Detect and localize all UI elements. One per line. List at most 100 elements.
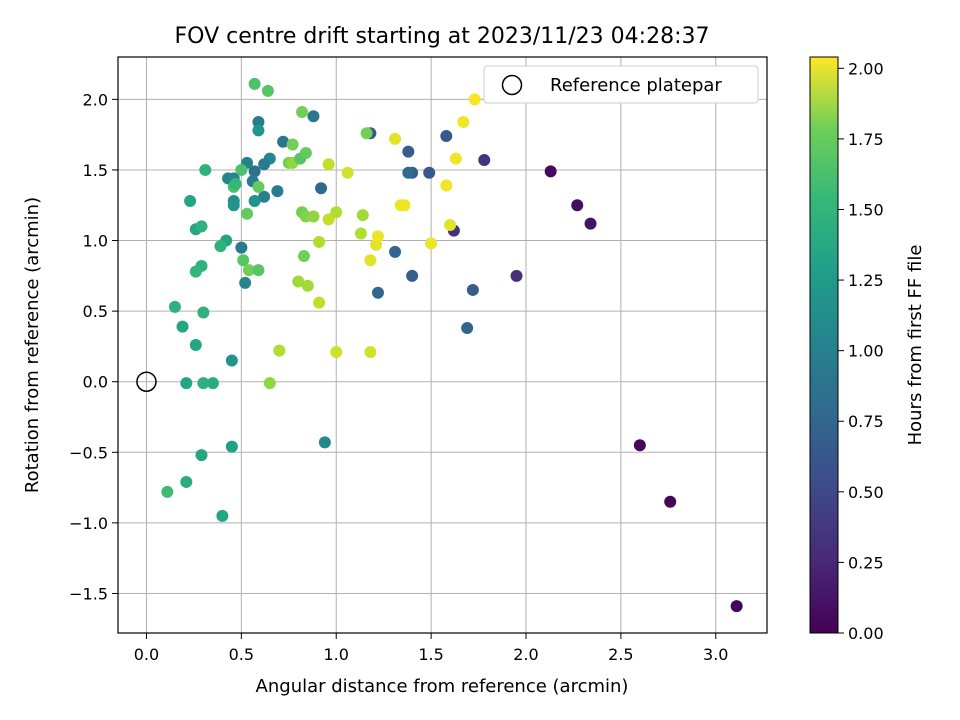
legend: Reference platepar [483,65,759,104]
x-tick-label: 1.5 [418,645,443,664]
data-point [584,217,597,230]
y-tick-label: −1.5 [69,584,108,603]
data-point [258,190,271,203]
x-tick-label: 0.0 [134,645,159,664]
data-point [180,475,193,488]
data-point [252,264,265,277]
data-point [307,110,320,123]
y-axis-ticks: −1.5 −1.0 −0.5 0.0 0.5 1.0 1.5 2.0 [69,90,118,603]
x-tick-label: 1.0 [324,645,349,664]
data-point [261,84,274,97]
data-point [307,210,320,223]
data-point [189,339,202,351]
data-point [478,154,491,167]
colorbar-bar [809,56,839,634]
data-point [263,377,276,390]
data-point [248,195,261,207]
data-point [457,115,470,128]
data-point [180,377,193,390]
legend-entry: Reference platepar [550,75,722,96]
data-point [195,220,208,233]
data-point [258,158,271,171]
y-tick-label: −1.0 [69,514,108,533]
data-point [273,344,286,357]
grid [118,57,767,633]
data-point [440,179,453,192]
data-point [449,152,462,165]
data-point [544,165,557,178]
data-point [271,185,284,198]
y-tick-label: −0.5 [69,443,108,462]
plot-frame [117,56,768,634]
data-point [292,275,305,288]
colorbar-tick-label: 0.75 [848,412,884,431]
data-point [389,132,402,145]
data-point [242,264,255,277]
data-point [184,195,197,207]
x-axis-label: Angular distance from reference (arcmin) [256,676,629,697]
data-point [161,485,174,498]
data-point [225,354,238,367]
data-point [330,206,343,219]
x-axis-ticks: 0.0 0.5 1.0 1.5 2.0 2.5 3.0 [134,633,728,664]
data-point [423,166,436,179]
data-point [341,166,354,179]
data-point [440,130,453,143]
x-tick-label: 3.0 [703,645,728,664]
colorbar-tick-label: 1.00 [848,342,884,361]
x-tick-label: 0.5 [229,645,254,664]
data-point [364,254,377,267]
colorbar-tick-label: 1.25 [848,271,884,290]
colorbar-label: Hours from first FF file [905,245,926,446]
data-point [406,269,419,282]
y-axis-label: Rotation from reference (arcmin) [22,197,43,493]
x-tick-label: 2.0 [513,645,538,664]
legend-marker-hollow-circle [501,74,523,96]
data-point [277,135,290,148]
data-point [398,199,411,212]
colorbar-ticks: 0.00 0.25 0.50 0.75 1.00 1.25 1.50 1.75 2.00 [838,59,884,643]
data-point [364,346,377,359]
data-point [330,346,343,359]
data-point [235,241,248,254]
data-point [299,147,312,159]
colorbar-tick-label: 1.75 [848,130,884,149]
data-point [248,165,261,178]
data-point [176,320,189,333]
y-tick-label: 0.0 [83,373,108,392]
data-point [301,279,314,292]
data-point [360,127,373,140]
data-point [189,265,202,278]
data-point [571,199,584,212]
data-point [356,209,369,222]
data-point [296,106,309,119]
colorbar-tick-label: 1.50 [848,200,884,219]
data-point [206,377,219,390]
data-point [371,286,384,299]
data-point [313,235,326,248]
data-point [444,219,457,231]
data-point [466,283,479,296]
data-point [402,145,415,158]
y-tick-label: 1.5 [83,161,108,180]
data-point [297,250,310,263]
data-point [510,269,523,282]
colorbar: 0.00 0.25 0.50 0.75 1.00 1.25 1.50 1.75 2.00 Hou… [809,56,926,643]
data-point [248,77,261,90]
data-point [468,93,481,106]
data-point [235,163,248,176]
data-point [318,436,331,449]
data-point [225,440,238,453]
data-point [286,138,299,151]
data-point [252,180,265,193]
data-point [425,237,438,250]
data-point [252,124,265,137]
data-point [214,240,227,253]
data-point [322,213,335,226]
chart-title: FOV centre drift starting at 2023/11/23 … [175,24,710,49]
data-point [216,509,229,522]
data-point [730,600,743,613]
data-point [313,296,326,309]
data-point [197,377,210,390]
